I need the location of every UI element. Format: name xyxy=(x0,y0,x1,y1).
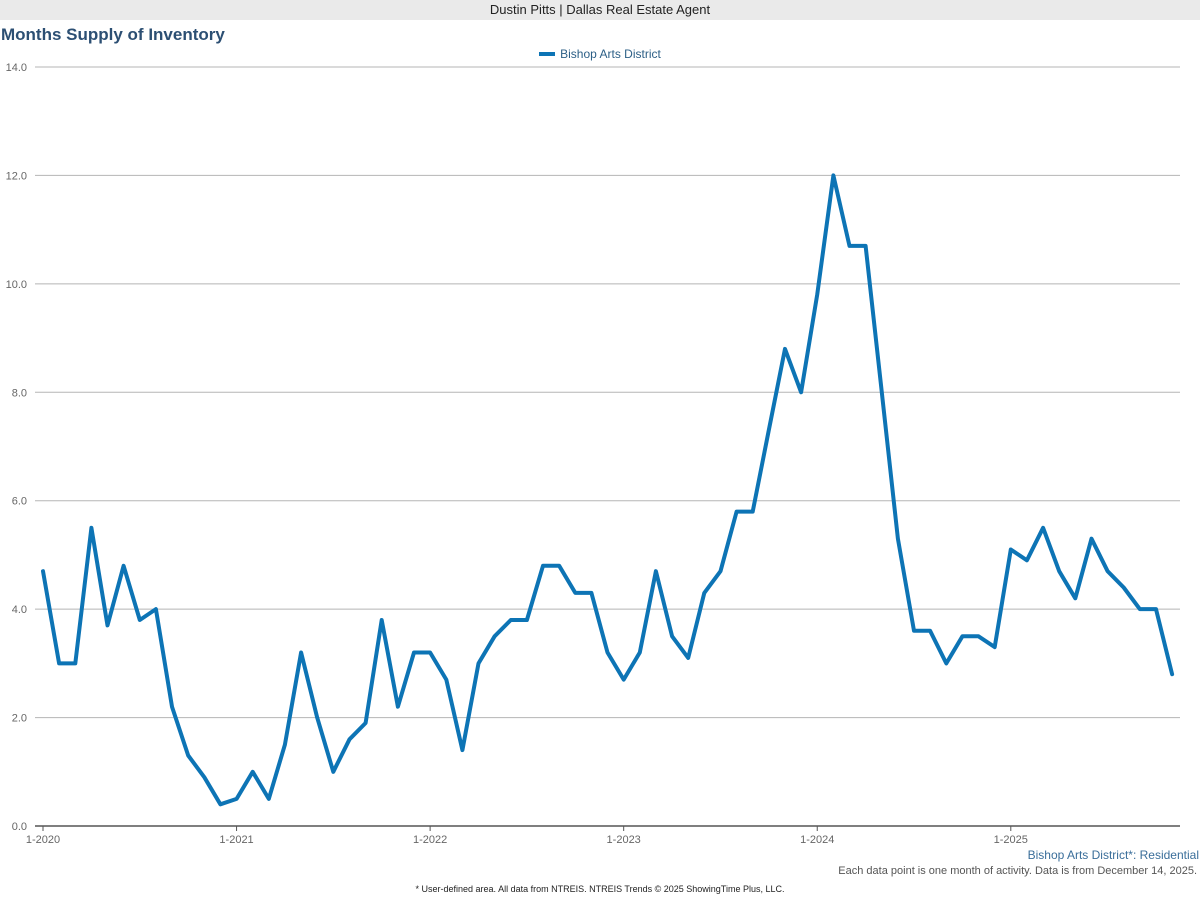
footer-note: * User-defined area. All data from NTREI… xyxy=(415,884,785,894)
y-tick-label: 12.0 xyxy=(6,170,27,182)
chart-title: Months Supply of Inventory xyxy=(1,25,225,44)
legend-label: Bishop Arts District xyxy=(560,47,661,61)
x-tick-label: 1-2023 xyxy=(607,834,641,846)
legend: Bishop Arts District xyxy=(0,46,1200,62)
x-tick-label: 1-2024 xyxy=(800,834,834,846)
y-tick-label: 6.0 xyxy=(12,496,27,508)
x-tick-label: 1-2021 xyxy=(219,834,253,846)
data-note: Each data point is one month of activity… xyxy=(838,865,1197,877)
y-tick-label: 2.0 xyxy=(12,713,27,725)
y-tick-label: 10.0 xyxy=(6,279,27,291)
agent-header: Dustin Pitts | Dallas Real Estate Agent xyxy=(0,0,1200,20)
y-tick-label: 8.0 xyxy=(12,387,27,399)
y-tick-label: 4.0 xyxy=(12,604,27,616)
series-note: Bishop Arts District*: Residential xyxy=(1027,848,1199,862)
y-tick-label: 14.0 xyxy=(6,62,27,74)
y-tick-label: 0.0 xyxy=(12,821,27,833)
x-tick-label: 1-2022 xyxy=(413,834,447,846)
series-line xyxy=(41,173,1175,807)
x-tick-label: 1-2025 xyxy=(994,834,1028,846)
legend-swatch xyxy=(539,51,556,56)
x-tick-label: 1-2020 xyxy=(26,834,60,846)
